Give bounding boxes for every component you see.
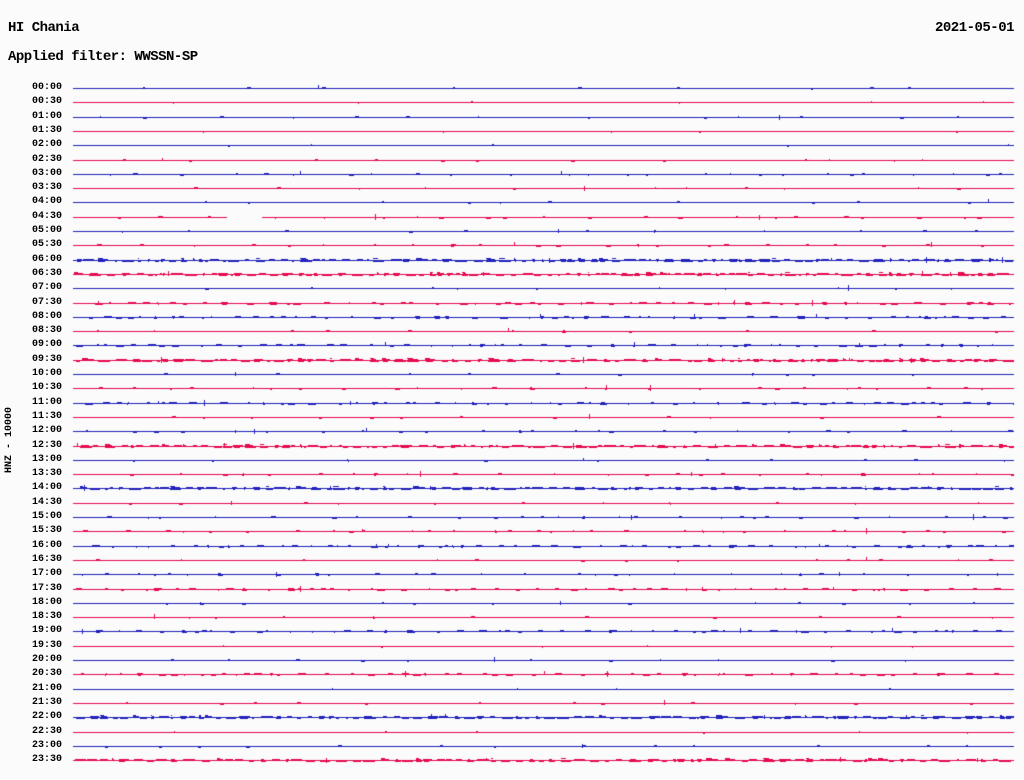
time-label: 18:00 [31, 597, 62, 608]
time-label: 02:00 [31, 139, 62, 150]
time-label: 22:00 [31, 711, 62, 722]
time-label: 23:00 [31, 740, 62, 751]
time-label: 16:30 [31, 554, 62, 565]
time-label: 00:00 [31, 82, 62, 93]
time-label: 14:30 [31, 497, 62, 508]
time-label: 10:30 [31, 382, 62, 393]
time-label: 18:30 [31, 611, 62, 622]
time-label: 04:00 [31, 196, 62, 207]
time-label: 15:00 [31, 511, 62, 522]
time-label: 03:00 [31, 168, 62, 179]
time-label: 17:30 [31, 583, 62, 594]
time-label: 04:30 [31, 211, 62, 222]
time-label: 08:30 [31, 325, 62, 336]
time-label: 07:30 [31, 297, 62, 308]
time-label: 09:00 [31, 339, 62, 350]
time-label: 11:30 [31, 411, 62, 422]
time-label: 16:00 [31, 540, 62, 551]
time-label: 21:30 [31, 697, 62, 708]
time-label: 19:00 [31, 625, 62, 636]
time-label: 13:30 [31, 468, 62, 479]
time-label: 19:30 [31, 640, 62, 651]
time-label: 07:00 [31, 282, 62, 293]
time-label: 11:00 [31, 397, 62, 408]
time-label: 10:00 [31, 368, 62, 379]
time-label: 12:00 [31, 425, 62, 436]
time-label: 13:00 [31, 454, 62, 465]
time-label: 06:00 [31, 254, 62, 265]
time-label: 21:00 [31, 683, 62, 694]
time-label: 05:00 [31, 225, 62, 236]
time-label: 12:30 [31, 440, 62, 451]
time-label: 06:30 [31, 268, 62, 279]
time-label: 09:30 [31, 354, 62, 365]
time-label: 17:00 [31, 568, 62, 579]
time-label: 00:30 [31, 96, 62, 107]
time-label: 20:00 [31, 654, 62, 665]
time-label: 08:00 [31, 311, 62, 322]
time-label: 03:30 [31, 182, 62, 193]
time-label: 23:30 [31, 754, 62, 765]
time-label: 05:30 [31, 239, 62, 250]
time-label: 02:30 [31, 154, 62, 165]
time-label: 01:30 [31, 125, 62, 136]
time-label: 22:30 [31, 726, 62, 737]
time-label: 01:00 [31, 111, 62, 122]
time-label: 14:00 [31, 482, 62, 493]
time-label: 20:30 [31, 668, 62, 679]
time-label: 15:30 [31, 525, 62, 536]
